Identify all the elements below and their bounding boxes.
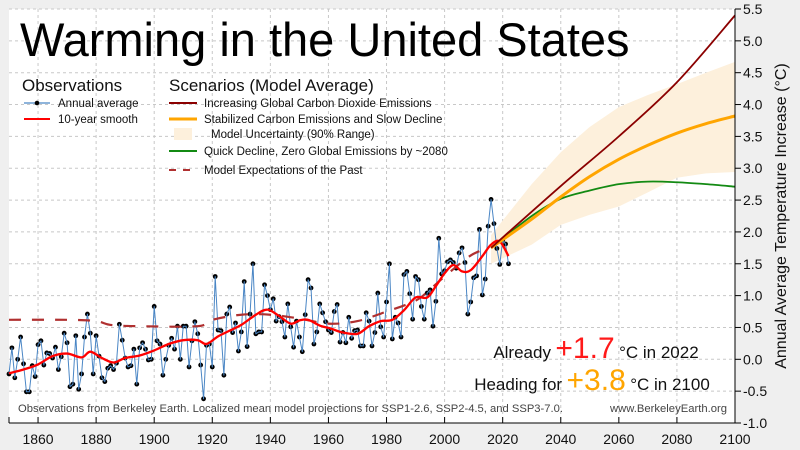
x-tick-label: 1860: [22, 431, 53, 447]
x-tick-label: 1940: [255, 431, 286, 447]
legend-swatch-band: [174, 128, 192, 140]
x-tick-label: 2040: [545, 431, 576, 447]
legend-item-mid: Stabilized Carbon Emissions and Slow Dec…: [169, 114, 442, 126]
x-tick-label: 2100: [719, 431, 750, 447]
annotation-current-prefix: Already: [493, 343, 551, 362]
y-tick-label: 0.0: [743, 351, 763, 367]
y-tick-label: 2.0: [743, 224, 763, 240]
x-tick-label: 1880: [81, 431, 112, 447]
y-tick-label: -0.5: [743, 383, 767, 399]
legend-label-past: Model Expectations of the Past: [204, 165, 363, 177]
annotation-current-suffix: °C in 2022: [619, 343, 699, 362]
annotation-current: Already +1.7 °C in 2022: [493, 332, 698, 365]
legend-label-band: Model Uncertainty (90% Range): [211, 129, 375, 141]
series-line-annual: [8, 198, 509, 400]
plot-background: [9, 9, 735, 423]
x-tick-label: 1960: [313, 431, 344, 447]
y-ticks: -1.0 -0.5 0.0 0.5 1.0 1.5 2.0 2.5 3.0 3.5 4.0 4.5 5.…: [735, 1, 767, 431]
legend-label-low: Quick Decline, Zero Global Emissions by …: [204, 146, 448, 158]
legend-observations-heading: Observations: [22, 76, 122, 95]
x-tick-label: 1900: [139, 431, 170, 447]
legend-item-past: Model Expectations of the Past: [169, 165, 363, 177]
annotation-current-value: +1.7: [555, 332, 614, 365]
series-line-past: [8, 250, 480, 328]
x-tick-label: 1980: [371, 431, 402, 447]
y-tick-label: 5.5: [743, 1, 763, 17]
series-line-mid: [490, 114, 736, 250]
legend-label-smooth: 10-year smooth: [58, 114, 138, 126]
y-tick-label: 3.5: [743, 128, 763, 144]
annotation-projection: Heading for +3.8 °C in 2100: [474, 364, 710, 397]
source-credit: www.BerkeleyEarth.org: [609, 403, 727, 415]
y-tick-label: 1.0: [743, 288, 763, 304]
y-tick-label: 0.5: [743, 319, 763, 335]
y-tick-label: 4.0: [743, 97, 763, 113]
legend-item-annual: Annual average: [24, 98, 139, 110]
chart-title: Warming in the United States: [20, 13, 630, 66]
legend-label-high: Increasing Global Carbon Dioxide Emissio…: [204, 98, 432, 110]
x-tick-label: 2000: [429, 431, 460, 447]
legend-item-low: Quick Decline, Zero Global Emissions by …: [169, 146, 448, 158]
legend-label-mid: Stabilized Carbon Emissions and Slow Dec…: [204, 114, 442, 126]
y-tick-label: -1.0: [743, 415, 767, 431]
legend-item-band: Model Uncertainty (90% Range): [174, 128, 375, 141]
x-tick-label: 2080: [661, 431, 692, 447]
series-line-high: [490, 14, 736, 249]
annotation-current-text: Already +1.7 °C in 2022: [493, 332, 698, 365]
annotation-projection-value: +3.8: [567, 364, 626, 397]
x-tick-label: 2020: [487, 431, 518, 447]
x-tick-label: 2060: [603, 431, 634, 447]
x-tick-label: 1920: [197, 431, 228, 447]
annotation-projection-suffix: °C in 2100: [630, 375, 710, 394]
footnote: Observations from Berkeley Earth. Locali…: [18, 403, 563, 415]
legend-label-annual: Annual average: [58, 98, 139, 110]
y-tick-label: 5.0: [743, 33, 763, 49]
y-tick-label: 4.5: [743, 65, 763, 81]
legend-scenarios-heading: Scenarios (Model Average): [169, 76, 374, 95]
y-tick-label: 1.5: [743, 256, 763, 272]
legend-item-smooth: 10-year smooth: [24, 114, 138, 126]
series-line-low: [490, 180, 736, 249]
legend-item-high: Increasing Global Carbon Dioxide Emissio…: [169, 98, 432, 110]
series-layer: [8, 14, 736, 400]
y-axis-label: Annual Average Temperature Increase (°C): [773, 63, 790, 369]
annotation-projection-text: Heading for +3.8 °C in 2100: [474, 364, 710, 397]
series-line-smooth: [8, 239, 510, 375]
x-ticks: 1860 1880 1900 1920 1940 1960 1980 2000 2020 2040…: [8, 417, 751, 447]
annotation-projection-prefix: Heading for: [474, 375, 562, 394]
y-tick-label: 3.0: [743, 160, 763, 176]
legend-swatch-annual-dot: [34, 100, 40, 106]
y-tick-label: 2.5: [743, 192, 763, 208]
